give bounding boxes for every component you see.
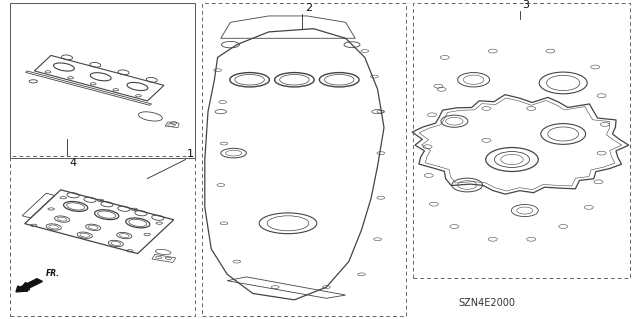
Text: 1: 1 — [187, 149, 194, 159]
Text: FR.: FR. — [46, 269, 60, 278]
Text: 4: 4 — [69, 158, 76, 168]
Text: SZN4E2000: SZN4E2000 — [458, 298, 515, 308]
Text: 2: 2 — [305, 3, 312, 13]
FancyArrow shape — [16, 279, 42, 292]
Text: 3: 3 — [522, 0, 529, 10]
